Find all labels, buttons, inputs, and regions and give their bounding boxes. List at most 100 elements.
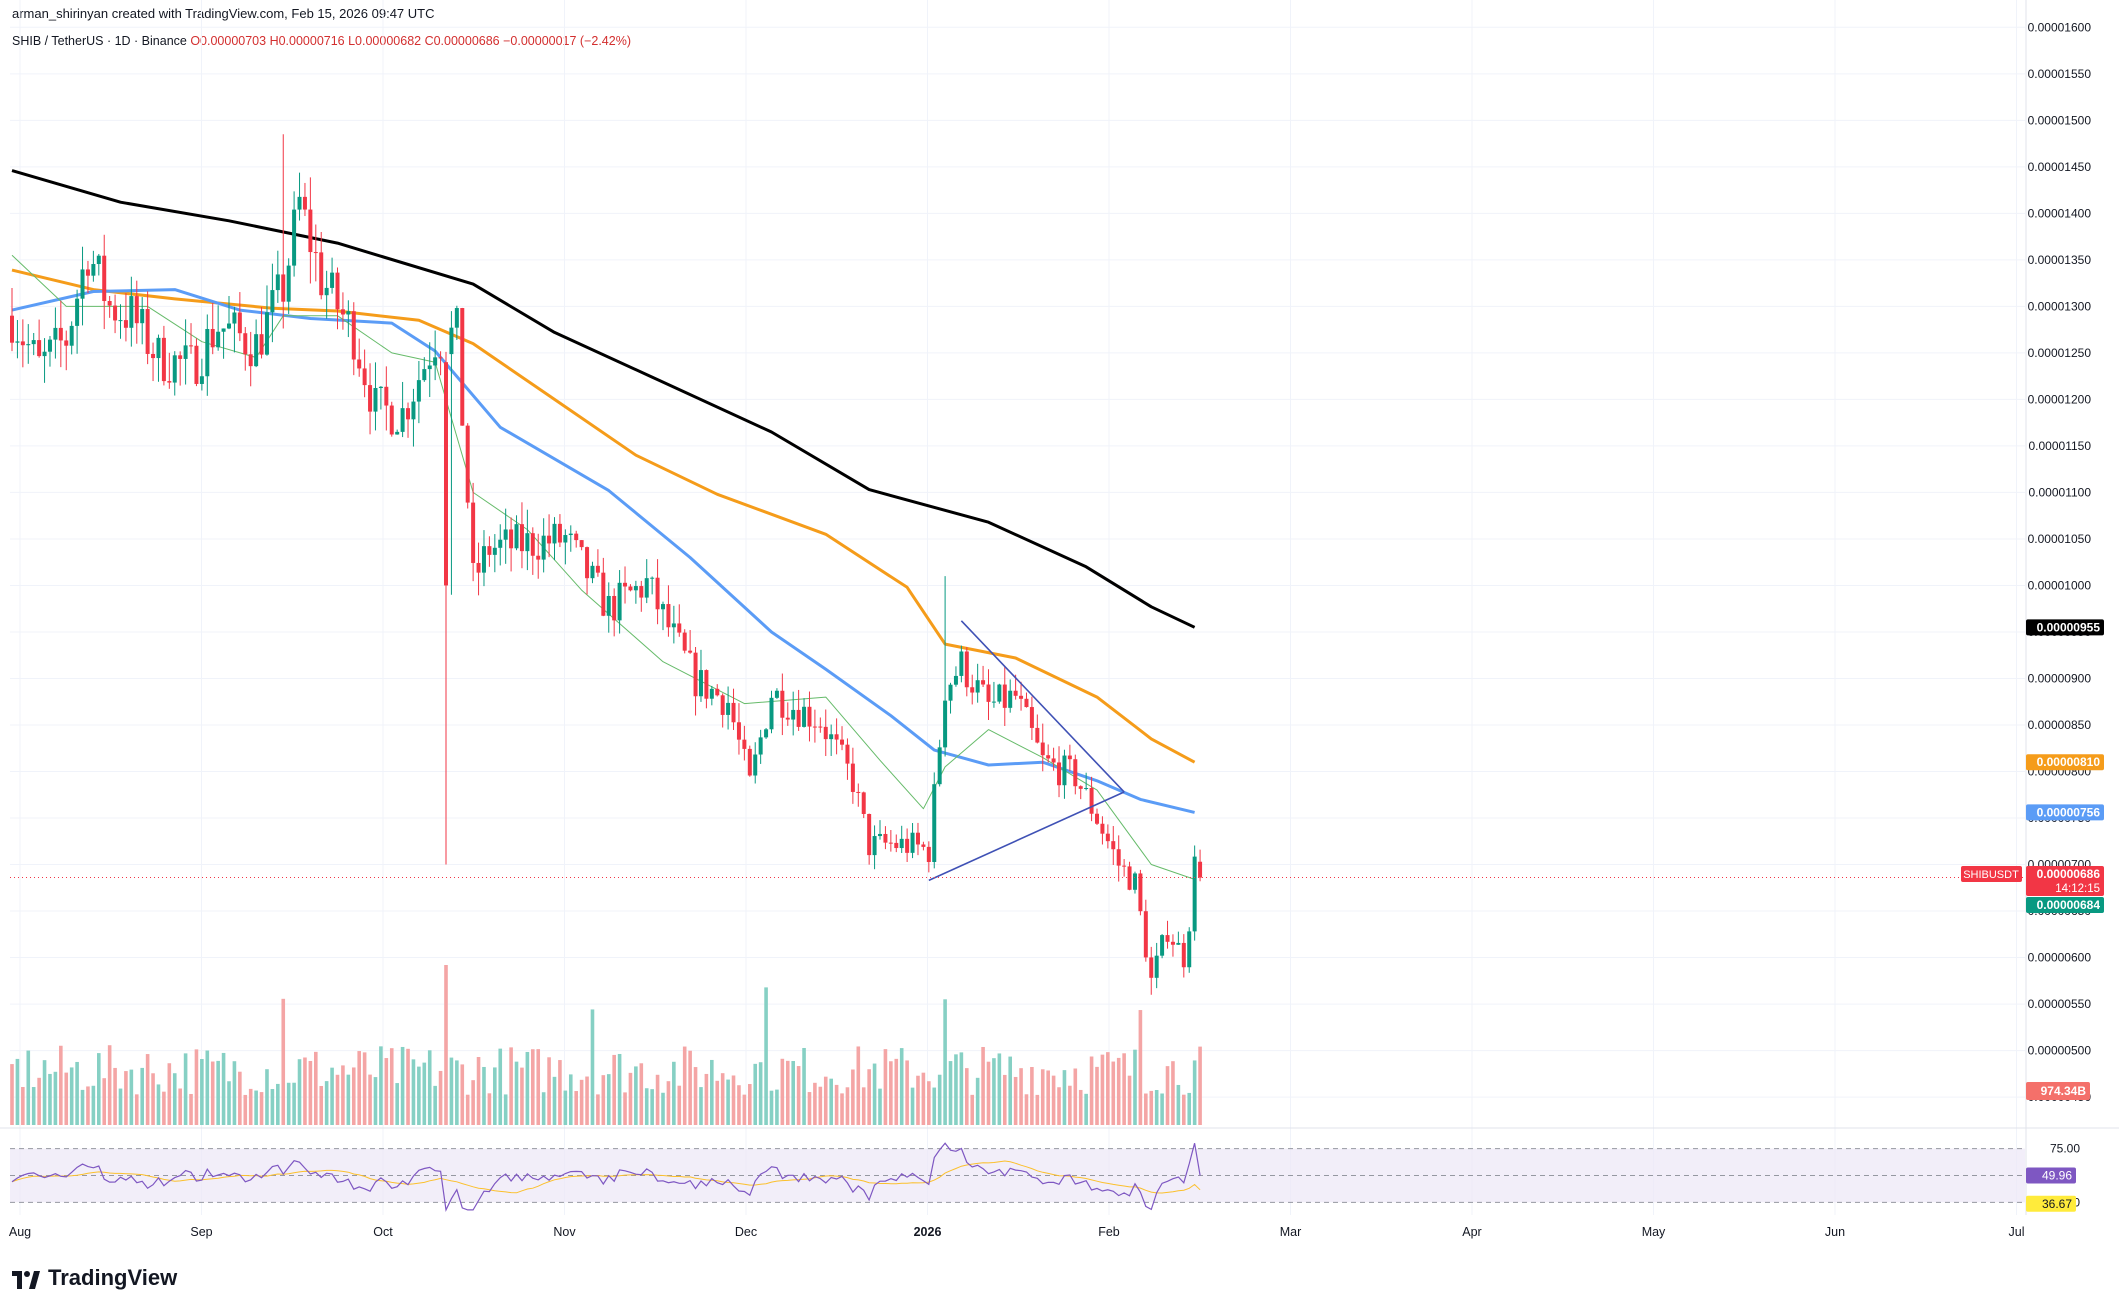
candle <box>753 742 758 784</box>
candle <box>894 834 899 853</box>
y-tick-label: 0.00001300 <box>2028 299 2092 313</box>
volume-bar <box>672 1061 676 1125</box>
candle <box>69 321 74 355</box>
candle <box>248 331 253 387</box>
volume-bar <box>308 1060 313 1125</box>
candle <box>47 336 52 367</box>
volume-bar <box>937 1074 942 1125</box>
x-tick-label: Dec <box>735 1225 757 1239</box>
volume-bar <box>802 1047 806 1125</box>
volume-bar <box>623 1092 627 1125</box>
volume-bar <box>37 1077 41 1125</box>
candle <box>270 263 275 343</box>
y-tick-label: 0.00001200 <box>2028 392 2092 406</box>
symbol-line[interactable]: SHIB / TetherUS · 1D · Binance <box>12 34 187 48</box>
candle <box>720 693 725 728</box>
candle <box>37 319 42 358</box>
volume-bar <box>297 1059 302 1125</box>
volume-price-label: 974.34B <box>2026 1082 2090 1100</box>
candle <box>883 826 888 850</box>
candle <box>330 257 335 294</box>
volume-bars <box>10 965 1202 1125</box>
candle <box>644 559 649 604</box>
candle <box>1154 942 1159 989</box>
candle <box>915 822 920 856</box>
candle <box>481 530 486 587</box>
volume-bar <box>433 1085 437 1125</box>
ma20-price-label: 0.00000684 <box>2026 897 2104 913</box>
candle <box>986 669 991 721</box>
candle <box>1192 845 1197 941</box>
ohlc-values: O0.00000703 H0.00000716 L0.00000682 C0.0… <box>190 34 631 48</box>
volume-bar <box>248 1088 253 1125</box>
volume-bar <box>1089 1056 1094 1125</box>
candle <box>1181 934 1186 978</box>
ma50-price-label: 0.00000756 <box>2026 804 2104 821</box>
ma100-line <box>11 268 1196 764</box>
candle <box>1002 666 1007 727</box>
x-tick-label: Sep <box>190 1225 212 1239</box>
volume-bar <box>981 1046 985 1125</box>
volume-bar <box>856 1046 861 1125</box>
candle <box>818 717 823 733</box>
candle <box>118 304 123 339</box>
svg-text:49.96: 49.96 <box>2042 1169 2072 1183</box>
candle <box>42 338 47 383</box>
rsi-ma-line <box>11 1160 1201 1194</box>
trendlines[interactable] <box>928 620 1125 882</box>
candle <box>525 509 530 571</box>
volume-bar <box>1138 1010 1143 1125</box>
candle <box>145 291 150 365</box>
candle <box>1095 808 1099 826</box>
candle <box>612 588 617 637</box>
volume-bar <box>10 1064 14 1125</box>
volume-bar <box>601 1075 606 1125</box>
volume-bar <box>927 1081 931 1125</box>
volume-bar <box>1116 1057 1121 1125</box>
volume-bar <box>1035 1094 1040 1125</box>
candle <box>346 300 351 338</box>
volume-bar <box>319 1085 324 1125</box>
volume-bar <box>91 1085 96 1125</box>
candle <box>1138 869 1143 916</box>
price-axis[interactable]: 0.00001600 0.00001550 0.00001500 0.00001450… <box>2028 20 2092 1104</box>
volume-bar <box>227 1081 231 1125</box>
volume-bar <box>693 1067 698 1125</box>
candle <box>1198 849 1203 882</box>
candle <box>498 524 503 566</box>
candle <box>1122 859 1127 877</box>
volume-bar <box>1187 1092 1192 1125</box>
candle <box>959 645 964 683</box>
candle <box>590 561 595 584</box>
volume-bar <box>1176 1084 1181 1125</box>
candle <box>183 319 188 385</box>
candle <box>460 307 465 426</box>
candle <box>991 681 996 708</box>
candle <box>650 576 655 595</box>
rsi-tick-label: 75.00 <box>2050 1142 2080 1156</box>
candle <box>617 570 622 634</box>
volume-bar <box>710 1059 714 1125</box>
time-axis[interactable]: Aug Sep Oct Nov Dec 2026 Feb Mar Apr May Jun Jul <box>9 1225 2025 1239</box>
grid <box>0 0 2119 1215</box>
candle <box>395 429 400 435</box>
candle <box>64 330 69 371</box>
candle <box>1143 899 1148 962</box>
volume-bar <box>899 1048 904 1125</box>
volume-bar <box>872 1063 877 1125</box>
candle <box>281 134 286 329</box>
candle <box>1187 927 1192 973</box>
candle <box>628 584 633 592</box>
candle <box>1116 835 1121 882</box>
candle <box>1046 744 1051 763</box>
symbol-header[interactable]: SHIB / TetherUS · 1D · Binance O0.000007… <box>12 34 631 48</box>
volume-bar <box>720 1073 725 1125</box>
volume-bar <box>124 1071 128 1125</box>
candle <box>1105 824 1110 849</box>
candle <box>557 514 562 548</box>
volume-bar <box>563 1090 568 1125</box>
candle <box>259 307 264 359</box>
volume-bar <box>107 1045 112 1125</box>
volume-bar <box>878 1088 882 1125</box>
